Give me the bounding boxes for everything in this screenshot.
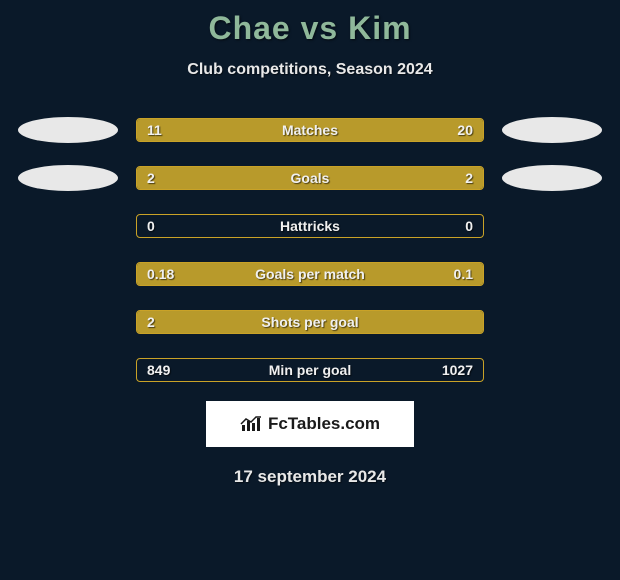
metric-label: Goals bbox=[291, 170, 330, 186]
metric-row: 2 Shots per goal bbox=[0, 309, 620, 335]
comparison-card: Chae vs Kim Club competitions, Season 20… bbox=[0, 0, 620, 487]
player-avatar-right bbox=[502, 261, 602, 287]
metric-bar: 0 0 Hattricks bbox=[136, 214, 484, 238]
metric-value-right: 2 bbox=[465, 170, 473, 186]
player-avatar-left bbox=[18, 213, 118, 239]
metric-value-right: 1027 bbox=[442, 362, 473, 378]
metric-bar: 2 Shots per goal bbox=[136, 310, 484, 334]
player-avatar-left bbox=[18, 261, 118, 287]
metric-label: Min per goal bbox=[269, 362, 351, 378]
metric-label: Goals per match bbox=[255, 266, 365, 282]
player-avatar-right bbox=[502, 165, 602, 191]
metric-value-right: 0 bbox=[465, 218, 473, 234]
player-avatar-left bbox=[18, 309, 118, 335]
metric-bar: 849 1027 Min per goal bbox=[136, 358, 484, 382]
metric-value-left: 0.18 bbox=[147, 266, 174, 282]
metric-value-right: 20 bbox=[457, 122, 473, 138]
source-badge: FcTables.com bbox=[206, 401, 414, 447]
metrics-list: 11 20 Matches 2 2 Goals 0 0 Hattricks 0.18 0.1 Goal… bbox=[0, 117, 620, 383]
metric-value-left: 2 bbox=[147, 314, 155, 330]
page-title: Chae vs Kim bbox=[0, 10, 620, 47]
metric-bar: 0.18 0.1 Goals per match bbox=[136, 262, 484, 286]
metric-value-right: 0.1 bbox=[454, 266, 473, 282]
player-avatar-right bbox=[502, 117, 602, 143]
chart-icon bbox=[240, 415, 262, 433]
metric-label: Matches bbox=[282, 122, 338, 138]
metric-bar: 11 20 Matches bbox=[136, 118, 484, 142]
player-avatar-right bbox=[502, 357, 602, 383]
bar-fill-right bbox=[310, 167, 483, 189]
metric-value-left: 11 bbox=[147, 122, 162, 138]
source-badge-text: FcTables.com bbox=[268, 414, 380, 434]
metric-label: Shots per goal bbox=[261, 314, 358, 330]
snapshot-date: 17 september 2024 bbox=[0, 467, 620, 487]
subtitle: Club competitions, Season 2024 bbox=[0, 61, 620, 79]
player-avatar-left bbox=[18, 357, 118, 383]
metric-value-left: 0 bbox=[147, 218, 155, 234]
bar-fill-right bbox=[244, 119, 483, 141]
bar-fill-left bbox=[137, 167, 310, 189]
player-avatar-right bbox=[502, 309, 602, 335]
metric-row: 0 0 Hattricks bbox=[0, 213, 620, 239]
metric-row: 2 2 Goals bbox=[0, 165, 620, 191]
metric-row: 11 20 Matches bbox=[0, 117, 620, 143]
metric-row: 0.18 0.1 Goals per match bbox=[0, 261, 620, 287]
metric-value-left: 2 bbox=[147, 170, 155, 186]
metric-label: Hattricks bbox=[280, 218, 340, 234]
player-avatar-right bbox=[502, 213, 602, 239]
metric-row: 849 1027 Min per goal bbox=[0, 357, 620, 383]
metric-bar: 2 2 Goals bbox=[136, 166, 484, 190]
metric-value-left: 849 bbox=[147, 362, 170, 378]
player-avatar-left bbox=[18, 117, 118, 143]
player-avatar-left bbox=[18, 165, 118, 191]
